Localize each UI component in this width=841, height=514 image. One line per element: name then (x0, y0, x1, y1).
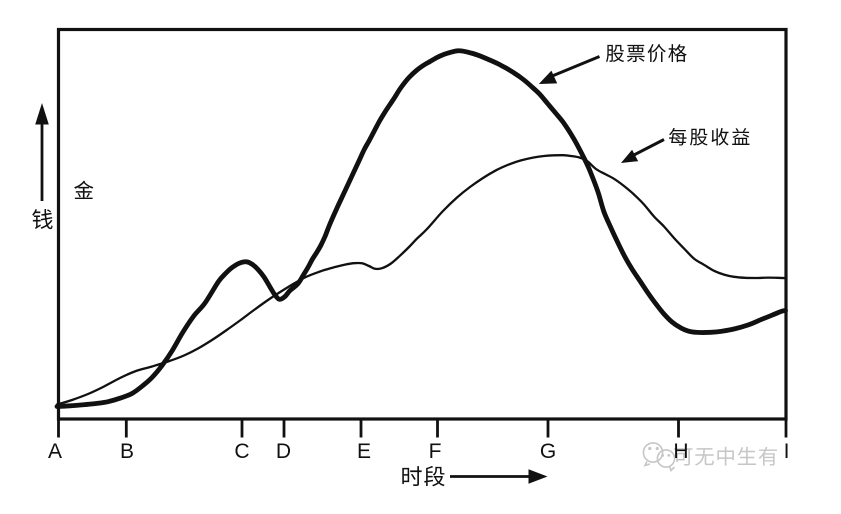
svg-text:D: D (276, 440, 291, 463)
svg-text:A: A (48, 440, 62, 463)
svg-text:B: B (120, 440, 134, 463)
svg-text:E: E (357, 440, 371, 463)
svg-text:C: C (234, 440, 249, 463)
svg-text:H: H (673, 440, 688, 463)
svg-text:G: G (540, 440, 556, 463)
svg-text:I: I (784, 440, 790, 463)
svg-text:F: F (429, 440, 442, 463)
